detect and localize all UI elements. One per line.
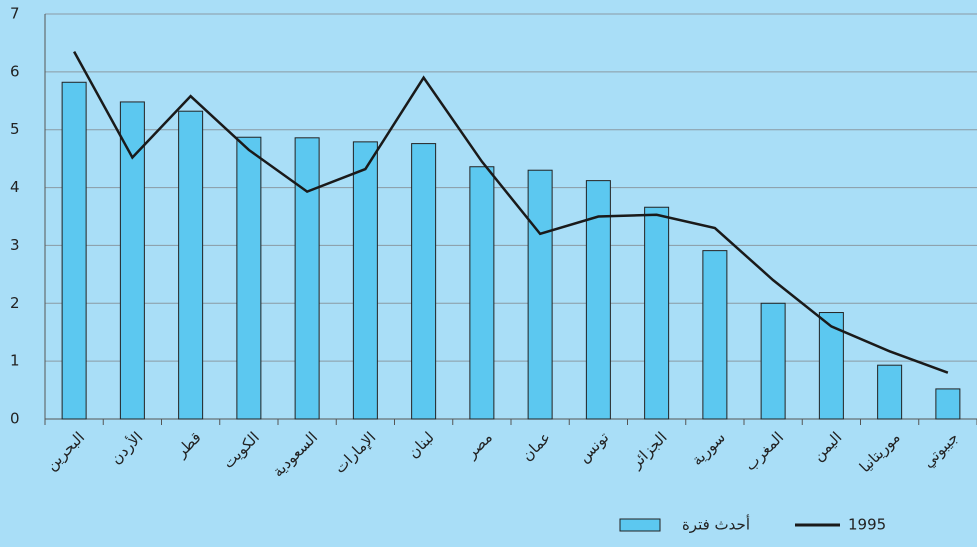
bar [877,364,903,420]
x-tick-label: مصر [462,428,496,462]
x-tick-label: عمان [518,428,554,464]
bar [760,302,786,420]
bar [702,250,728,420]
x-tick-label: البحرين [42,428,88,474]
legend-label: أحدث فترة [682,515,750,534]
bar [411,143,437,420]
x-tick-label: الكويت [219,428,263,472]
bar [585,180,611,420]
x-tick-label: الجزائر [627,428,671,472]
x-tick-label: الإمارات [331,428,380,477]
bar [236,136,262,420]
y-tick-label: 0 [10,410,20,428]
bar [469,166,495,420]
y-tick-label: 3 [10,236,20,254]
x-tick-label: موريتانيا [856,428,904,476]
x-tick-label: تونس [575,428,613,466]
y-tick-label: 5 [10,120,20,138]
bar [294,137,320,420]
bar [527,169,553,420]
y-tick-label: 4 [10,178,20,196]
x-tick-label: المغرب [741,428,787,474]
bar [818,312,844,420]
y-tick-label: 6 [10,62,20,80]
legend-label: 1995 [848,516,886,534]
line [73,51,949,374]
x-tick-label: سورية [688,428,729,469]
bar [178,110,204,420]
y-tick-label: 2 [10,294,20,312]
x-tick-label: اليمن [809,428,845,464]
bar [935,388,961,420]
x-tick-label: السعودية [269,428,321,480]
y-tick-label: 1 [10,352,20,370]
x-tick-label: جيبوتي [919,428,963,472]
x-tick-label: لبنان [404,428,437,461]
bar [352,141,378,420]
bar [644,206,670,420]
bar [119,101,145,420]
legend-swatch [619,518,661,532]
y-tick-label: 7 [10,5,20,23]
x-tick-label: قطر [172,428,205,461]
x-tick-label: الأردن [106,428,146,468]
bar [61,81,87,420]
